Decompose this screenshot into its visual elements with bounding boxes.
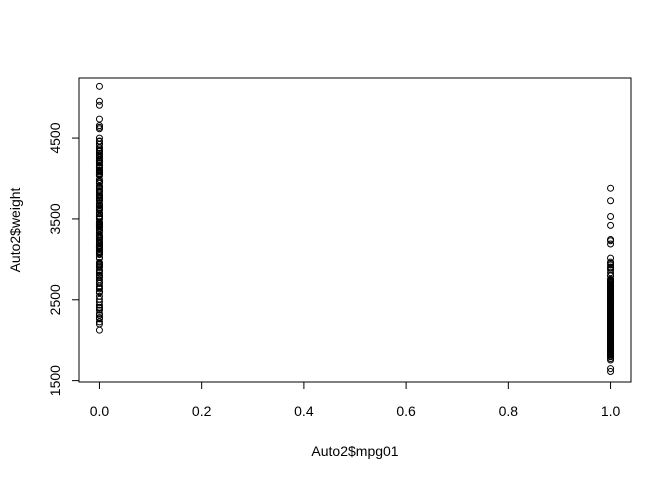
y-axis: 1500 2500 3500 4500: [47, 122, 80, 396]
data-point: [95, 210, 103, 218]
data-point: [95, 263, 103, 271]
data-point: [95, 97, 103, 105]
data-point: [95, 267, 103, 275]
data-point: [95, 304, 103, 312]
y-tick-label: 1500: [47, 365, 63, 396]
data-point: [607, 254, 615, 262]
y-tick-label: 4500: [47, 122, 63, 153]
data-point: [95, 175, 103, 183]
data-point: [607, 367, 615, 375]
y-tick-label: 3500: [47, 203, 63, 234]
x-tick-label: 0.6: [396, 403, 416, 419]
data-point: [607, 356, 615, 364]
x-tick-label: 0.4: [294, 403, 314, 419]
y-axis-title: Auto2$weight: [7, 187, 23, 272]
data-point: [95, 318, 103, 326]
x-tick-label: 0.0: [90, 403, 110, 419]
data-point: [95, 144, 103, 152]
data-point: [95, 326, 103, 334]
data-point: [607, 184, 615, 192]
data-point: [607, 213, 615, 220]
data-point: [95, 125, 103, 133]
data-points: [95, 82, 615, 375]
x-tick-label: 0.8: [499, 403, 519, 419]
data-point: [607, 197, 615, 205]
data-point: [95, 101, 103, 109]
data-point: [607, 237, 615, 245]
data-point: [95, 159, 103, 167]
data-point: [607, 261, 615, 269]
data-point: [95, 251, 103, 258]
x-tick-label: 0.2: [192, 403, 212, 419]
data-point: [95, 115, 103, 123]
data-point: [95, 311, 103, 319]
x-tick-label: 1.0: [601, 403, 621, 419]
data-point: [95, 306, 103, 314]
data-point: [607, 365, 615, 373]
x-axis-title: Auto2$mpg01: [311, 443, 398, 459]
x-axis: 0.0 0.2 0.4 0.6 0.8 1.0: [90, 381, 621, 419]
data-point: [95, 285, 103, 293]
data-point: [607, 221, 615, 229]
data-point: [95, 82, 103, 90]
data-point: [95, 315, 103, 323]
y-tick-label: 2500: [47, 284, 63, 315]
data-point: [95, 289, 103, 297]
data-point: [607, 240, 615, 248]
data-point: [95, 269, 103, 277]
data-point: [95, 301, 103, 309]
